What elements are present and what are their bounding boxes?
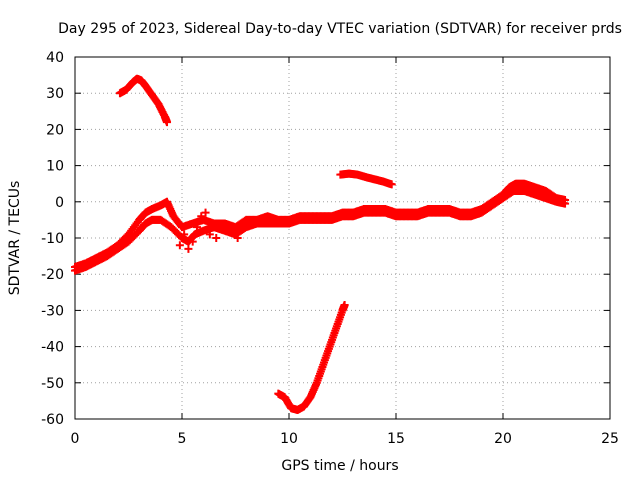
x-tick-label: 5 bbox=[178, 431, 187, 447]
x-tick-label: 15 bbox=[387, 431, 405, 447]
series-main-band-lower bbox=[71, 186, 570, 275]
data-point bbox=[175, 241, 184, 250]
y-tick-label: 10 bbox=[46, 159, 64, 175]
series-low-dip bbox=[274, 300, 349, 414]
data-point bbox=[197, 212, 206, 221]
y-tick-label: 20 bbox=[46, 122, 64, 138]
data-point bbox=[201, 208, 210, 217]
y-tick-label: -20 bbox=[41, 267, 64, 283]
data-point bbox=[212, 234, 221, 242]
y-axis-label: SDTVAR / TECUs bbox=[7, 181, 23, 296]
data-point bbox=[218, 223, 227, 232]
y-tick-label: -40 bbox=[41, 340, 64, 356]
grid bbox=[75, 57, 610, 419]
y-tick-label: 30 bbox=[46, 86, 64, 102]
x-tick-label: 0 bbox=[71, 431, 80, 447]
y-tick-label: -50 bbox=[41, 376, 64, 392]
series-high-arc bbox=[115, 74, 172, 127]
data-point bbox=[340, 300, 349, 309]
data-point bbox=[163, 118, 172, 127]
x-tick-label: 10 bbox=[280, 431, 298, 447]
y-tick-label: -10 bbox=[41, 231, 64, 247]
x-axis-label: GPS time / hours bbox=[281, 458, 398, 474]
data-point bbox=[205, 230, 214, 239]
x-tick-label: 20 bbox=[494, 431, 512, 447]
axis-ticks: 0 5 10 15 20 25 -60 -50 -40 -30 -20 -10 0 10 20 30 40 bbox=[41, 50, 619, 447]
data-point bbox=[188, 237, 197, 246]
y-tick-label: -30 bbox=[41, 303, 64, 319]
data-point bbox=[184, 244, 193, 253]
chart-title: Day 295 of 2023, Sidereal Day-to-day VTE… bbox=[58, 21, 622, 37]
data-points bbox=[71, 74, 570, 414]
data-point bbox=[233, 234, 242, 242]
data-point bbox=[242, 219, 251, 228]
data-point bbox=[180, 230, 189, 239]
data-point bbox=[225, 226, 234, 235]
y-tick-label: 0 bbox=[55, 195, 64, 211]
data-point bbox=[387, 180, 396, 189]
series-mid-segment bbox=[336, 169, 396, 189]
y-tick-label: 40 bbox=[46, 50, 64, 66]
x-tick-label: 25 bbox=[601, 431, 619, 447]
series-scatter-points bbox=[175, 208, 251, 253]
data-point bbox=[192, 223, 201, 232]
data-point bbox=[561, 199, 570, 208]
y-tick-label: -60 bbox=[41, 412, 64, 428]
